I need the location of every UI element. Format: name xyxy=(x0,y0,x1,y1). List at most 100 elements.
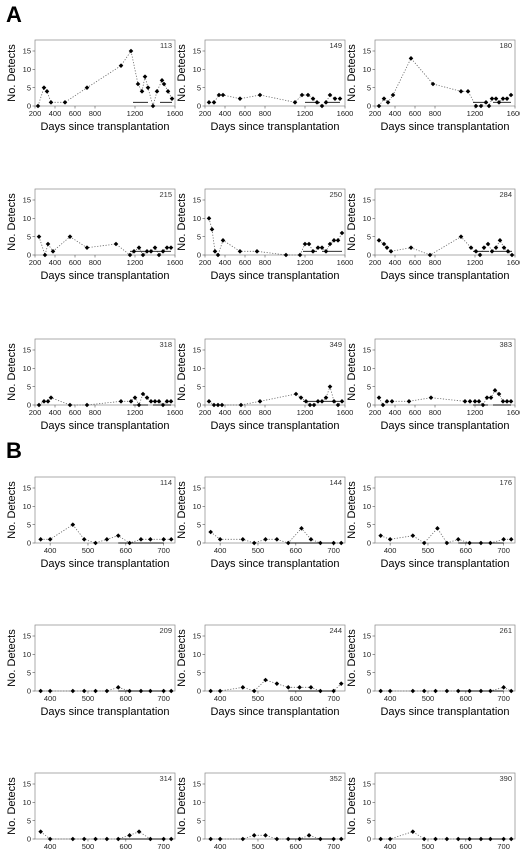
chart-261-point-2 xyxy=(410,688,416,694)
chart-284-xtick-label-1600: 1600 xyxy=(507,258,520,267)
chart-180-id-label: 180 xyxy=(499,41,512,50)
chart-215-ytick-label-5: 5 xyxy=(27,232,31,241)
chart-261-frame xyxy=(374,624,516,692)
chart-314-point-4 xyxy=(93,836,98,842)
chart-390-point-10 xyxy=(501,836,506,842)
chart-144-group: 0 5 10 15 400 500 600 700 No. Detects Days since … xyxy=(176,476,346,570)
chart-318-point-10 xyxy=(140,391,146,397)
chart-261-ytick-label-10: 10 xyxy=(363,650,371,659)
chart-180-point-10 xyxy=(483,100,489,105)
panel-a-label: A xyxy=(6,2,22,27)
chart-284-point-16 xyxy=(505,249,511,254)
chart-215-point-1 xyxy=(42,252,48,258)
chart-144-point-7 xyxy=(299,526,304,531)
chart-176-xtick-label-600: 600 xyxy=(460,546,473,555)
chart-114-point-1 xyxy=(47,537,53,542)
chart-113-point-1 xyxy=(41,85,47,90)
chart-383-group: 0 5 10 15 200 400 600 800 1200 1600 No. Detects Day… xyxy=(346,338,520,432)
chart-244-ytick-label-0: 0 xyxy=(197,687,201,696)
chart-284-point-13 xyxy=(493,245,499,250)
chart-149-point-4 xyxy=(237,96,243,101)
chart-352-point-2 xyxy=(240,836,246,842)
chart-284-ylabel: No. Detects xyxy=(346,193,358,251)
chart-209-ytick-label-15: 15 xyxy=(23,632,31,641)
chart-314-point-5 xyxy=(104,836,110,842)
chart-390-point-0 xyxy=(378,836,383,842)
chart-390-point-4 xyxy=(433,836,438,842)
chart-149-xtick-label-200: 200 xyxy=(199,109,212,118)
chart-284-group: 0 5 10 15 200 400 600 800 1200 1600 No. Detects Day… xyxy=(346,188,520,282)
chart-244-point-6 xyxy=(285,685,291,690)
chart-250-ytick-label-5: 5 xyxy=(197,232,201,241)
chart-209-point-2 xyxy=(70,688,76,694)
chart-390-ytick-label-15: 15 xyxy=(363,780,371,789)
chart-209-point-4 xyxy=(93,688,98,694)
chart-144-point-6 xyxy=(285,540,291,546)
chart-144-point-10 xyxy=(331,540,336,546)
chart-352-ylabel: No. Detects xyxy=(176,777,188,835)
chart-349-xlabel: Days since transplantation xyxy=(210,420,339,432)
chart-244-ytick-label-10: 10 xyxy=(193,650,201,659)
chart-209-ytick-label-5: 5 xyxy=(27,668,31,677)
chart-352-point-11 xyxy=(338,836,344,842)
chart-250-point-4 xyxy=(220,238,226,243)
chart-349-ytick-label-10: 10 xyxy=(193,364,201,373)
chart-284-point-9 xyxy=(477,252,483,258)
chart-144-frame xyxy=(204,476,346,544)
chart-176-point-6 xyxy=(455,537,461,542)
chart-244-xtick-label-500: 500 xyxy=(252,694,265,703)
chart-176-xlabel: Days since transplantation xyxy=(380,558,509,570)
chart-149-xtick-label-800: 800 xyxy=(259,109,272,118)
chart-244-group: 0 5 10 15 400 500 600 700 No. Detects Days since … xyxy=(176,624,346,718)
chart-144-point-9 xyxy=(318,540,323,546)
chart-349-ylabel: No. Detects xyxy=(176,343,188,401)
chart-149-ytick-label-0: 0 xyxy=(197,102,201,111)
chart-250-xtick-label-400: 400 xyxy=(219,258,232,267)
chart-176-xtick-label-400: 400 xyxy=(384,546,397,555)
chart-180-point-17 xyxy=(508,92,514,98)
chart-383-xlabel: Days since transplantation xyxy=(380,420,509,432)
chart-176-point-3 xyxy=(421,540,427,546)
chart-180-point-7 xyxy=(465,89,471,94)
chart-284-point-15 xyxy=(501,245,507,250)
chart-180-ytick-label-5: 5 xyxy=(367,83,371,92)
chart-318-point-3 xyxy=(48,395,54,400)
chart-250-point-18 xyxy=(339,230,345,236)
chart-383-point-11 xyxy=(484,395,490,400)
chart-114-group: 0 5 10 15 400 500 600 700 No. Detects Days since … xyxy=(6,476,176,570)
chart-180-point-6 xyxy=(458,89,464,94)
chart-113-point-9 xyxy=(139,89,145,94)
chart-149-point-14 xyxy=(332,96,338,101)
chart-250-xtick-label-1200: 1200 xyxy=(297,258,314,267)
chart-261-point-7 xyxy=(467,688,472,694)
chart-250-point-8 xyxy=(297,252,303,258)
chart-318-xtick-label-800: 800 xyxy=(89,408,102,417)
chart-284-ytick-label-15: 15 xyxy=(363,196,371,205)
chart-215-xtick-label-1200: 1200 xyxy=(127,258,144,267)
chart-352-point-4 xyxy=(263,833,268,838)
chart-176-point-8 xyxy=(478,540,484,546)
chart-314-point-6 xyxy=(115,836,121,842)
chart-180-point-11 xyxy=(486,103,492,109)
chart-318-point-14 xyxy=(156,399,162,404)
chart-113-frame xyxy=(34,39,176,107)
chart-180-point-15 xyxy=(500,96,506,101)
chart-215-point-12 xyxy=(148,249,154,254)
chart-318-point-2 xyxy=(45,399,51,404)
chart-314-id-label: 314 xyxy=(159,774,172,783)
chart-352-point-0 xyxy=(208,836,213,842)
chart-383-ylabel: No. Detects xyxy=(346,343,358,401)
chart-318-group: 0 5 10 15 200 400 600 800 1200 1600 No. Detects Day… xyxy=(6,338,183,432)
chart-349-id-label: 349 xyxy=(329,340,342,349)
chart-113-point-11 xyxy=(145,85,151,90)
chart-215-point-4 xyxy=(67,234,73,239)
chart-314-point-2 xyxy=(70,836,76,842)
chart-114-point-9 xyxy=(148,537,153,542)
chart-215-xtick-label-400: 400 xyxy=(49,258,62,267)
chart-349-trend-line xyxy=(208,385,343,406)
chart-250-ylabel: No. Detects xyxy=(176,193,188,251)
chart-349-frame xyxy=(204,338,346,406)
chart-176-point-0 xyxy=(378,533,383,538)
chart-113-point-5 xyxy=(84,85,90,90)
